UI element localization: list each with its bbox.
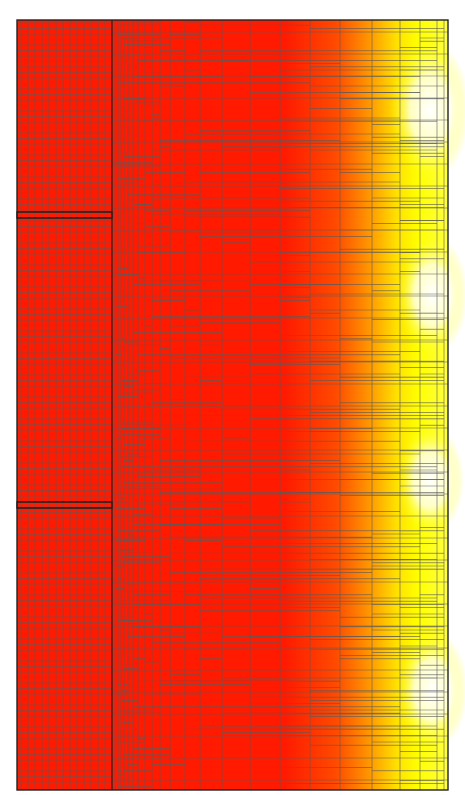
heat-background	[17, 20, 448, 790]
hot-spot-3	[396, 425, 464, 535]
hot-spot-1	[390, 40, 465, 180]
hot-spot-2	[396, 235, 465, 355]
plot-frame	[16, 19, 449, 791]
